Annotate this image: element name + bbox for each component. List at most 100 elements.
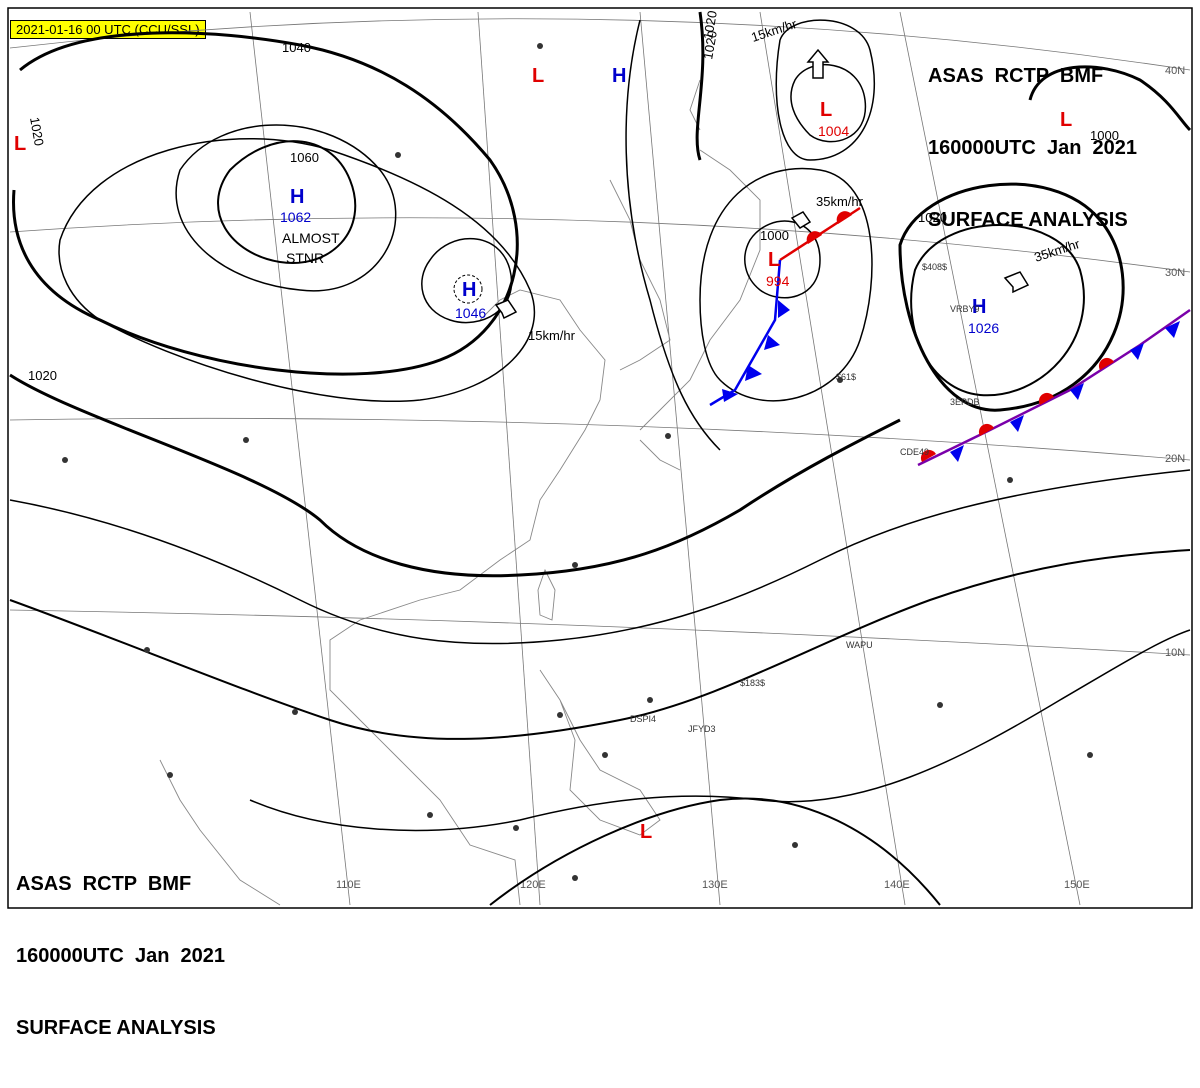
station-labels: CDE49 3EPDB $408$ $183$ $61$ VRBY9 WAPU …: [630, 262, 980, 734]
isobar-1040-bold: [12, 31, 519, 376]
lat-label-10n: 10N: [1165, 647, 1185, 659]
cold-front-tri-1: [778, 300, 790, 318]
isobar-1012-jp: [625, 19, 721, 451]
motion-arrow-n: [806, 48, 830, 79]
isobar-1050: [175, 124, 397, 292]
coast-korea: [609, 179, 671, 371]
coast-indochina: [159, 759, 281, 906]
station-dot: [1087, 752, 1093, 758]
coast-ryukyu: [639, 439, 681, 471]
isobar-label-1020-n: 1020: [700, 29, 720, 60]
motion-arrow-e: [1003, 271, 1030, 294]
stationary-cold-2: [1010, 415, 1024, 432]
station-3epdb: 3EPDB: [950, 397, 980, 407]
coast-taiwan: [537, 568, 556, 621]
station-dot: [557, 712, 563, 718]
station-dot: [572, 875, 578, 881]
high-note-stnr: STNR: [286, 250, 324, 266]
meridian-150e: [899, 11, 1081, 906]
motion-arrow-low: [790, 211, 812, 229]
station-dot: [537, 43, 543, 49]
station-61: $61$: [836, 372, 856, 382]
meridian-120e: [477, 11, 541, 906]
lat-label-30n: 30N: [1165, 267, 1185, 279]
station-dspi4: DSPI4: [630, 714, 656, 724]
warm-front-scallop-2: [836, 211, 852, 224]
header-bottom-line1: ASAS RCTP BMF: [16, 873, 192, 895]
warm-front-scallop-1: [806, 231, 822, 244]
isobars: [9, 11, 1192, 906]
parallel-30n: [9, 217, 1191, 273]
parallel-20n: [9, 417, 1191, 461]
lon-label-150e: 150E: [1064, 879, 1090, 891]
coast-japan: [639, 149, 761, 431]
stationary-warm-3: [1038, 392, 1054, 405]
stationary-cold-3: [1070, 383, 1084, 400]
isobar-1030-inner-e: [699, 167, 873, 402]
isobar-label-1000-ne: 1000: [1090, 128, 1119, 143]
coast-china: [329, 289, 606, 906]
station-wapu: WAPU: [846, 640, 873, 650]
station-dot: [292, 709, 298, 715]
header-top-right: ASAS RCTP BMF 160000UTC Jan 2021 SURFACE…: [928, 16, 1137, 280]
isobar-label-1000: 1000: [760, 228, 789, 243]
motion-label-n: 15km/hr: [749, 16, 799, 45]
isobar-labels: 1040 1020 1020 1060 1000 1020 1000 1020 …: [27, 9, 1119, 383]
isobar-1020-bold: [9, 373, 901, 578]
parallel-10n: [9, 609, 1191, 656]
high-center-1062: H: [290, 186, 304, 208]
high-value-1046: 1046: [455, 305, 486, 321]
isobar-1012-a: [9, 549, 1191, 740]
map-canvas: 110E 120E 130E 140E 150E 40N 30N 20N 10N: [7, 7, 1193, 909]
low-center-ne: L: [1060, 109, 1072, 131]
isobar-1004-low: [790, 64, 867, 143]
station-dot: [243, 437, 249, 443]
meridian-130e: [639, 11, 721, 906]
station-dot: [1007, 477, 1013, 483]
header-bottom-line3: SURFACE ANALYSIS: [16, 1017, 216, 1039]
high-ring-1046: [453, 274, 483, 304]
isobar-1020-right: [695, 11, 705, 161]
stationary-front: [917, 308, 1191, 467]
motion-arrow-c: [494, 299, 518, 320]
isobar-1008-a: [489, 797, 941, 906]
isobar-label-1060: 1060: [290, 150, 319, 165]
lat-label-20n: 20N: [1165, 453, 1185, 465]
isobar-label-1040: 1040: [282, 40, 311, 55]
station-vrby9: VRBY9: [950, 304, 980, 314]
station-dot: [647, 697, 653, 703]
station-dot: [937, 702, 943, 708]
low-center-west: L: [14, 133, 26, 155]
isobar-label-1020-w: 1020: [27, 116, 47, 147]
station-dot: [167, 772, 173, 778]
low-value-1004: 1004: [818, 123, 849, 139]
station-dot: [837, 377, 843, 383]
pressure-centers: H 1062 ALMOST STNR H 1046 H 1026 L 1004 …: [14, 65, 1072, 843]
coast-philippines: [539, 669, 661, 836]
high-center-north: H: [612, 65, 626, 87]
station-dot: [792, 842, 798, 848]
stationary-cold-4: [1130, 343, 1144, 360]
isobar-1000-ne: [1028, 65, 1192, 132]
isobar-1016-a: [9, 469, 1191, 645]
isobar-label-1020-sw: 1020: [28, 368, 57, 383]
low-center-south: L: [640, 821, 652, 843]
isobar-1020-high-east: [898, 182, 1125, 412]
lon-label-110e: 110E: [336, 879, 361, 891]
station-dot: [665, 433, 671, 439]
parallel-40n: [9, 18, 1191, 71]
cold-front-tri-3: [745, 365, 762, 381]
motion-label-c: 15km/hr: [528, 328, 576, 343]
isobar-1030: [58, 138, 536, 402]
fronts: [709, 206, 1191, 467]
header-bottom-line2: 160000UTC Jan 2021: [16, 945, 226, 967]
header-top-line2: 160000UTC Jan 2021: [928, 137, 1138, 159]
lon-label-130e: 130E: [702, 879, 728, 891]
header-top-line1: ASAS RCTP BMF: [928, 65, 1104, 87]
station-408: $408$: [922, 262, 947, 272]
meridian-110e: [249, 11, 351, 906]
low-center-1004: L: [820, 99, 832, 121]
stationary-warm-4: [1098, 357, 1114, 370]
isobar-1000-low: [744, 220, 821, 299]
station-plots: [62, 43, 1093, 881]
